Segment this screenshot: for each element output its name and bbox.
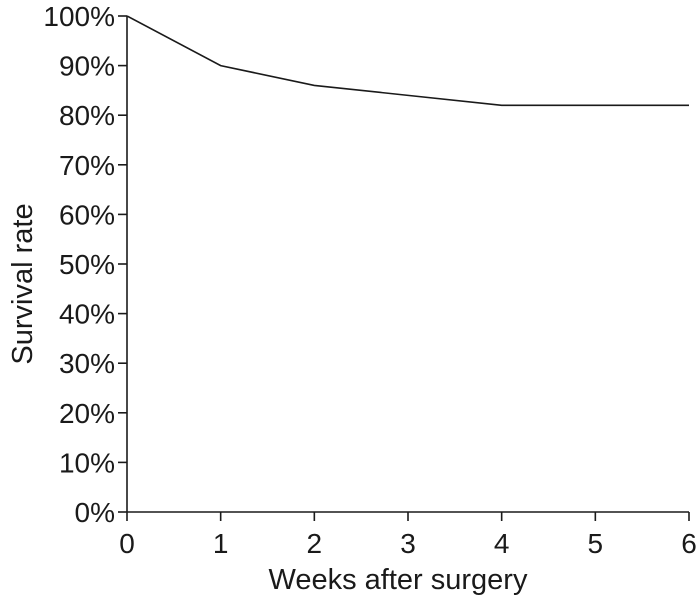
x-tick-label: 1: [213, 528, 229, 559]
x-tick-label: 0: [119, 528, 135, 559]
y-tick-label: 80%: [59, 100, 115, 131]
y-axis-ticks: 0% 10% 20% 30% 40% 50% 60% 70% 80% 90% 100%: [43, 1, 127, 528]
series-group: [126, 15, 689, 107]
y-tick-label: 0%: [75, 497, 115, 528]
x-tick-label: 6: [681, 528, 697, 559]
y-tick-label: 40%: [59, 299, 115, 330]
y-tick-label: 100%: [43, 1, 115, 32]
x-axis-title: Weeks after surgery: [269, 564, 528, 596]
x-tick-label: 2: [307, 528, 323, 559]
survival-series-line: [126, 15, 689, 107]
y-tick-label: 70%: [59, 150, 115, 181]
y-tick-label: 30%: [59, 348, 115, 379]
y-tick-label: 20%: [59, 398, 115, 429]
x-tick-label: 4: [494, 528, 510, 559]
x-tick-label: 5: [588, 528, 604, 559]
y-tick-label: 90%: [59, 51, 115, 82]
y-axis-title: Survival rate: [7, 203, 39, 364]
x-tick-label: 3: [400, 528, 416, 559]
y-tick-label: 10%: [59, 447, 115, 478]
y-tick-label: 50%: [59, 249, 115, 280]
x-axis-ticks: 0 1 2 3 4 5 6: [119, 512, 697, 559]
y-tick-label: 60%: [59, 199, 115, 230]
